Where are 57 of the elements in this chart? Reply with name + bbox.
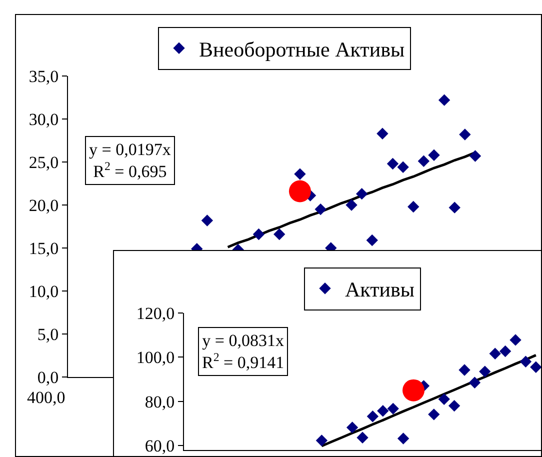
- annotation: y = 0,0831x: [202, 331, 284, 350]
- point: [468, 376, 481, 388]
- point: [408, 200, 420, 213]
- y-tick-label: 30,0: [28, 110, 59, 129]
- point: [294, 168, 306, 180]
- point: [386, 158, 399, 170]
- annotation: R$^{2}$ = 0,9141: [202, 350, 284, 372]
- point: [397, 432, 410, 444]
- point: [489, 348, 501, 360]
- point: [288, 180, 311, 202]
- point: [377, 405, 389, 417]
- point: [346, 199, 358, 211]
- point: [418, 155, 430, 167]
- y-tick-label: 25,0: [28, 152, 59, 172]
- point: [510, 334, 522, 346]
- point: [314, 203, 326, 216]
- point: [520, 356, 532, 368]
- point: [356, 432, 368, 444]
- point: [438, 94, 450, 106]
- point: [458, 364, 470, 376]
- point: [346, 422, 358, 434]
- point: [201, 214, 214, 226]
- point: [479, 366, 491, 378]
- point: [366, 410, 379, 422]
- annotation: y = 0,0197x: [89, 140, 172, 159]
- point: [499, 345, 512, 358]
- y-tick-label: 100,0: [136, 348, 175, 368]
- y-tick-label: 0,0: [37, 368, 59, 387]
- point: [428, 408, 440, 420]
- point: [397, 161, 409, 174]
- y-tick-label: 80,0: [144, 392, 175, 412]
- text: 400,0: [27, 388, 66, 407]
- point: [366, 234, 378, 246]
- legend-label: Внеоборотные Активы: [199, 37, 405, 62]
- y-tick-label: 10,0: [28, 282, 59, 301]
- y-tick-label: 5,0: [37, 324, 59, 344]
- y-tick-label: 35,0: [28, 66, 59, 86]
- point: [274, 228, 286, 240]
- point: [469, 150, 482, 162]
- point: [459, 128, 471, 140]
- point: [387, 402, 399, 415]
- point: [356, 188, 368, 200]
- y-tick-label: 20,0: [28, 196, 59, 215]
- annotation: R$^{2}$ = 0,695: [93, 158, 167, 182]
- point: [402, 379, 424, 402]
- point: [530, 361, 541, 373]
- y-tick-label: 120,0: [136, 304, 175, 323]
- point: [252, 228, 265, 240]
- point: [438, 393, 450, 406]
- point: [448, 400, 460, 412]
- point: [376, 128, 388, 140]
- y-tick-label: 60,0: [144, 436, 175, 456]
- y-tick-label: 15,0: [28, 238, 59, 258]
- point: [448, 202, 460, 214]
- legend-label: Активы: [345, 278, 415, 302]
- point: [428, 149, 440, 161]
- point: [316, 434, 328, 446]
